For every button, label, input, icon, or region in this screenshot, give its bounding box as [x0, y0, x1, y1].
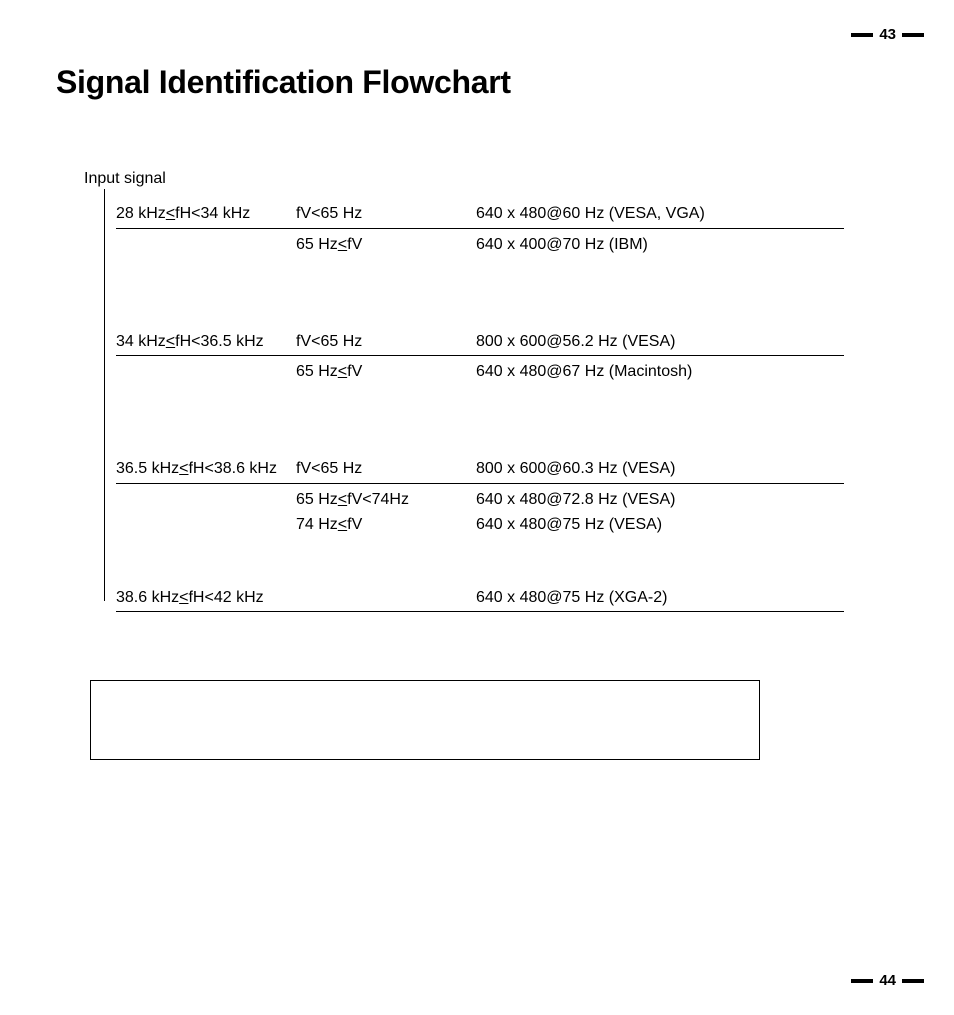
divider-rule [116, 483, 844, 484]
signal-row: 65 Hz<fV<74Hz 640 x 480@72.8 Hz (VESA) [84, 488, 844, 513]
fh-range: 34 kHz<fH<36.5 kHz [116, 330, 296, 355]
page-bar-icon [902, 33, 924, 37]
flowchart-content: Input signal 28 kHz<fH<34 kHz fV<65 Hz 6… [84, 170, 844, 616]
page-bar-icon [851, 979, 873, 983]
input-signal-label: Input signal [84, 170, 844, 188]
signal-row: 74 Hz<fV 640 x 480@75 Hz (VESA) [84, 513, 844, 538]
signal-group: 38.6 kHz<fH<42 kHz 640 x 480@75 Hz (XGA-… [84, 586, 844, 613]
signal-row: 65 Hz<fV 640 x 480@67 Hz (Macintosh) [84, 360, 844, 385]
video-mode: 640 x 480@60 Hz (VESA, VGA) [476, 202, 844, 227]
fv-range: fV<65 Hz [296, 457, 476, 482]
fv-range: 74 Hz<fV [296, 513, 476, 538]
fh-range: 28 kHz<fH<34 kHz [116, 202, 296, 227]
video-mode: 640 x 480@75 Hz (XGA-2) [476, 586, 844, 611]
page-title: Signal Identification Flowchart [56, 64, 511, 101]
divider-rule [116, 355, 844, 356]
video-mode: 800 x 600@60.3 Hz (VESA) [476, 457, 844, 482]
page-number-bottom-value: 44 [879, 972, 896, 989]
divider-rule [116, 228, 844, 229]
fv-range: 65 Hz<fV<74Hz [296, 488, 476, 513]
page-bar-icon [902, 979, 924, 983]
signal-row: 28 kHz<fH<34 kHz fV<65 Hz 640 x 480@60 H… [84, 202, 844, 227]
video-mode: 640 x 480@75 Hz (VESA) [476, 513, 844, 538]
page-number-bottom: 44 [851, 972, 924, 989]
signal-row: 34 kHz<fH<36.5 kHz fV<65 Hz 800 x 600@56… [84, 330, 844, 355]
signal-row: 38.6 kHz<fH<42 kHz 640 x 480@75 Hz (XGA-… [84, 586, 844, 611]
fv-range: 65 Hz<fV [296, 233, 476, 258]
fh-range: 36.5 kHz<fH<38.6 kHz [116, 457, 296, 482]
signal-group: 34 kHz<fH<36.5 kHz fV<65 Hz 800 x 600@56… [84, 330, 844, 386]
divider-rule [116, 611, 844, 612]
fh-range: 38.6 kHz<fH<42 kHz [116, 586, 296, 611]
signal-group: 36.5 kHz<fH<38.6 kHz fV<65 Hz 800 x 600@… [84, 457, 844, 537]
video-mode: 800 x 600@56.2 Hz (VESA) [476, 330, 844, 355]
video-mode: 640 x 480@67 Hz (Macintosh) [476, 360, 844, 385]
note-box-empty [90, 680, 760, 760]
fv-range: fV<65 Hz [296, 330, 476, 355]
signal-group: 28 kHz<fH<34 kHz fV<65 Hz 640 x 480@60 H… [84, 202, 844, 258]
signal-row: 36.5 kHz<fH<38.6 kHz fV<65 Hz 800 x 600@… [84, 457, 844, 482]
page-number-top-value: 43 [879, 26, 896, 43]
fv-range: fV<65 Hz [296, 202, 476, 227]
video-mode: 640 x 480@72.8 Hz (VESA) [476, 488, 844, 513]
signal-row: 65 Hz<fV 640 x 400@70 Hz (IBM) [84, 233, 844, 258]
video-mode: 640 x 400@70 Hz (IBM) [476, 233, 844, 258]
fv-range: 65 Hz<fV [296, 360, 476, 385]
page-bar-icon [851, 33, 873, 37]
page-number-top: 43 [851, 26, 924, 43]
